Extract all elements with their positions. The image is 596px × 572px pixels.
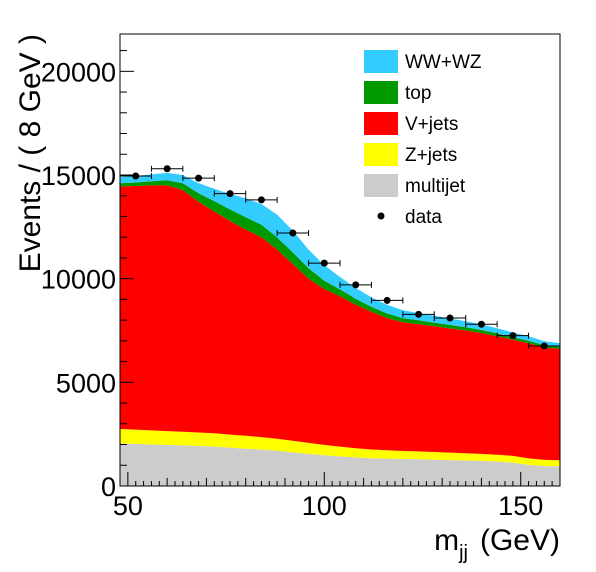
x-tick-label: 100 xyxy=(302,491,347,521)
legend-label: top xyxy=(405,83,431,104)
legend-swatch xyxy=(364,143,398,166)
y-tick-label: 5000 xyxy=(56,368,116,398)
tick-labels: 50 100 150 0 5000 10000 15000 20000 xyxy=(41,57,543,521)
x-axis-title-sub: jj xyxy=(458,542,468,564)
y-tick-label: 20000 xyxy=(41,57,116,87)
data-point xyxy=(465,320,498,328)
x-tick-label: 150 xyxy=(498,491,543,521)
legend-entry: WW+WZ xyxy=(364,50,482,73)
legend-entry: top xyxy=(364,81,431,104)
legend-swatch xyxy=(364,112,398,135)
legend-entry: V+jets xyxy=(364,112,458,135)
axis-ticks xyxy=(120,50,561,487)
data-point xyxy=(402,310,435,318)
y-tick-label: 10000 xyxy=(41,265,116,295)
x-tick-label: 50 xyxy=(113,491,143,521)
legend-swatch xyxy=(364,81,398,104)
legend-swatch xyxy=(364,50,398,73)
data-points xyxy=(119,165,561,350)
area-multijet xyxy=(120,443,560,486)
data-point xyxy=(339,281,372,289)
y-tick-label: 0 xyxy=(101,472,116,502)
data-point xyxy=(433,314,467,322)
legend-marker xyxy=(377,212,385,220)
y-axis-title: Events / ( 8 GeV ) xyxy=(14,34,47,272)
legend-label: multijet xyxy=(405,176,466,197)
data-point xyxy=(119,172,152,180)
legend-label: V+jets xyxy=(405,114,458,135)
data-point xyxy=(213,190,247,198)
legend: WW+WZ top V+jets Z+jets multijet data xyxy=(364,50,482,228)
data-point xyxy=(496,332,530,340)
legend-label: data xyxy=(405,207,442,228)
stacked-areas xyxy=(120,172,560,486)
legend-entry: multijet xyxy=(364,174,466,197)
data-point xyxy=(276,229,310,237)
x-axis-title-main: m xyxy=(434,524,459,557)
data-point xyxy=(245,196,278,204)
legend-entry: data xyxy=(377,207,442,228)
legend-label: Z+jets xyxy=(405,145,457,166)
y-tick-label: 15000 xyxy=(41,161,116,191)
data-point xyxy=(182,174,215,182)
data-point xyxy=(370,296,404,304)
area-z-jets xyxy=(120,429,560,467)
legend-label: WW+WZ xyxy=(405,52,482,73)
legend-entry: Z+jets xyxy=(364,143,457,166)
x-axis-title-unit: (GeV) xyxy=(480,524,560,557)
legend-swatch xyxy=(364,174,398,197)
data-point xyxy=(308,259,341,267)
area-v-jets xyxy=(120,185,560,461)
data-point xyxy=(150,165,184,173)
x-axis-title: mjj (GeV) xyxy=(434,524,560,564)
